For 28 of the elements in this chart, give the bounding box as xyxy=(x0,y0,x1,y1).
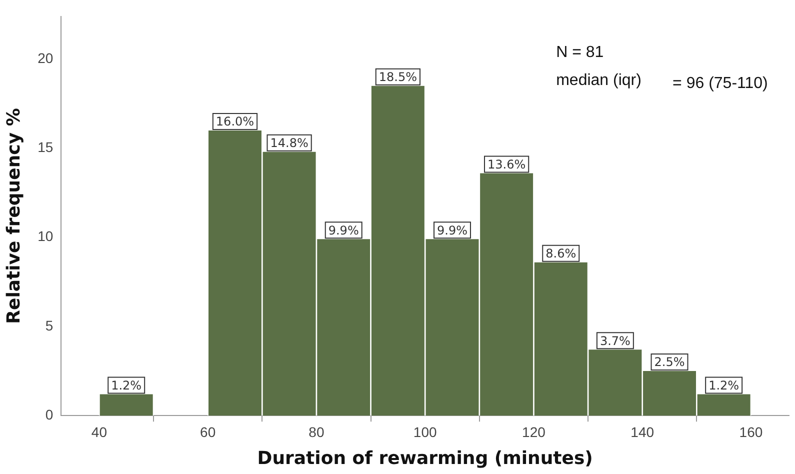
y-tick-label: 0 xyxy=(45,406,54,422)
y-tick-label: 15 xyxy=(38,139,54,156)
y-tick-label: 20 xyxy=(38,50,54,66)
data-label: 18.5% xyxy=(378,70,417,84)
x-tick-label: 100 xyxy=(413,424,437,440)
x-tick-label: 40 xyxy=(91,424,108,440)
data-label: 8.6% xyxy=(546,246,576,260)
x-tick-label: 160 xyxy=(739,424,763,440)
data-label: 13.6% xyxy=(487,157,526,172)
data-label: 3.7% xyxy=(600,334,630,348)
data-label: 16.0% xyxy=(216,114,254,129)
x-tick-label: 140 xyxy=(630,424,654,440)
data-label: 9.9% xyxy=(328,223,359,238)
y-tick-label: 5 xyxy=(45,317,54,334)
x-tick-label: 120 xyxy=(522,424,546,440)
data-label: 14.8% xyxy=(270,136,308,150)
y-axis-title: Relative frequency % xyxy=(3,108,24,324)
data-label: 2.5% xyxy=(654,355,685,370)
y-tick-label: 10 xyxy=(38,228,54,244)
x-axis-title: Duration of rewarming (minutes) xyxy=(257,448,593,469)
x-tick-label: 80 xyxy=(308,424,324,440)
data-label: 9.9% xyxy=(436,223,468,238)
data-label: 1.2% xyxy=(111,378,142,392)
annotation: N = 81 xyxy=(556,44,604,61)
annotation: = 96 (75-110) xyxy=(672,74,768,92)
data-label: 1.2% xyxy=(708,378,740,392)
x-tick-label: 60 xyxy=(200,424,216,440)
annotation: median (iqr) xyxy=(556,72,642,89)
